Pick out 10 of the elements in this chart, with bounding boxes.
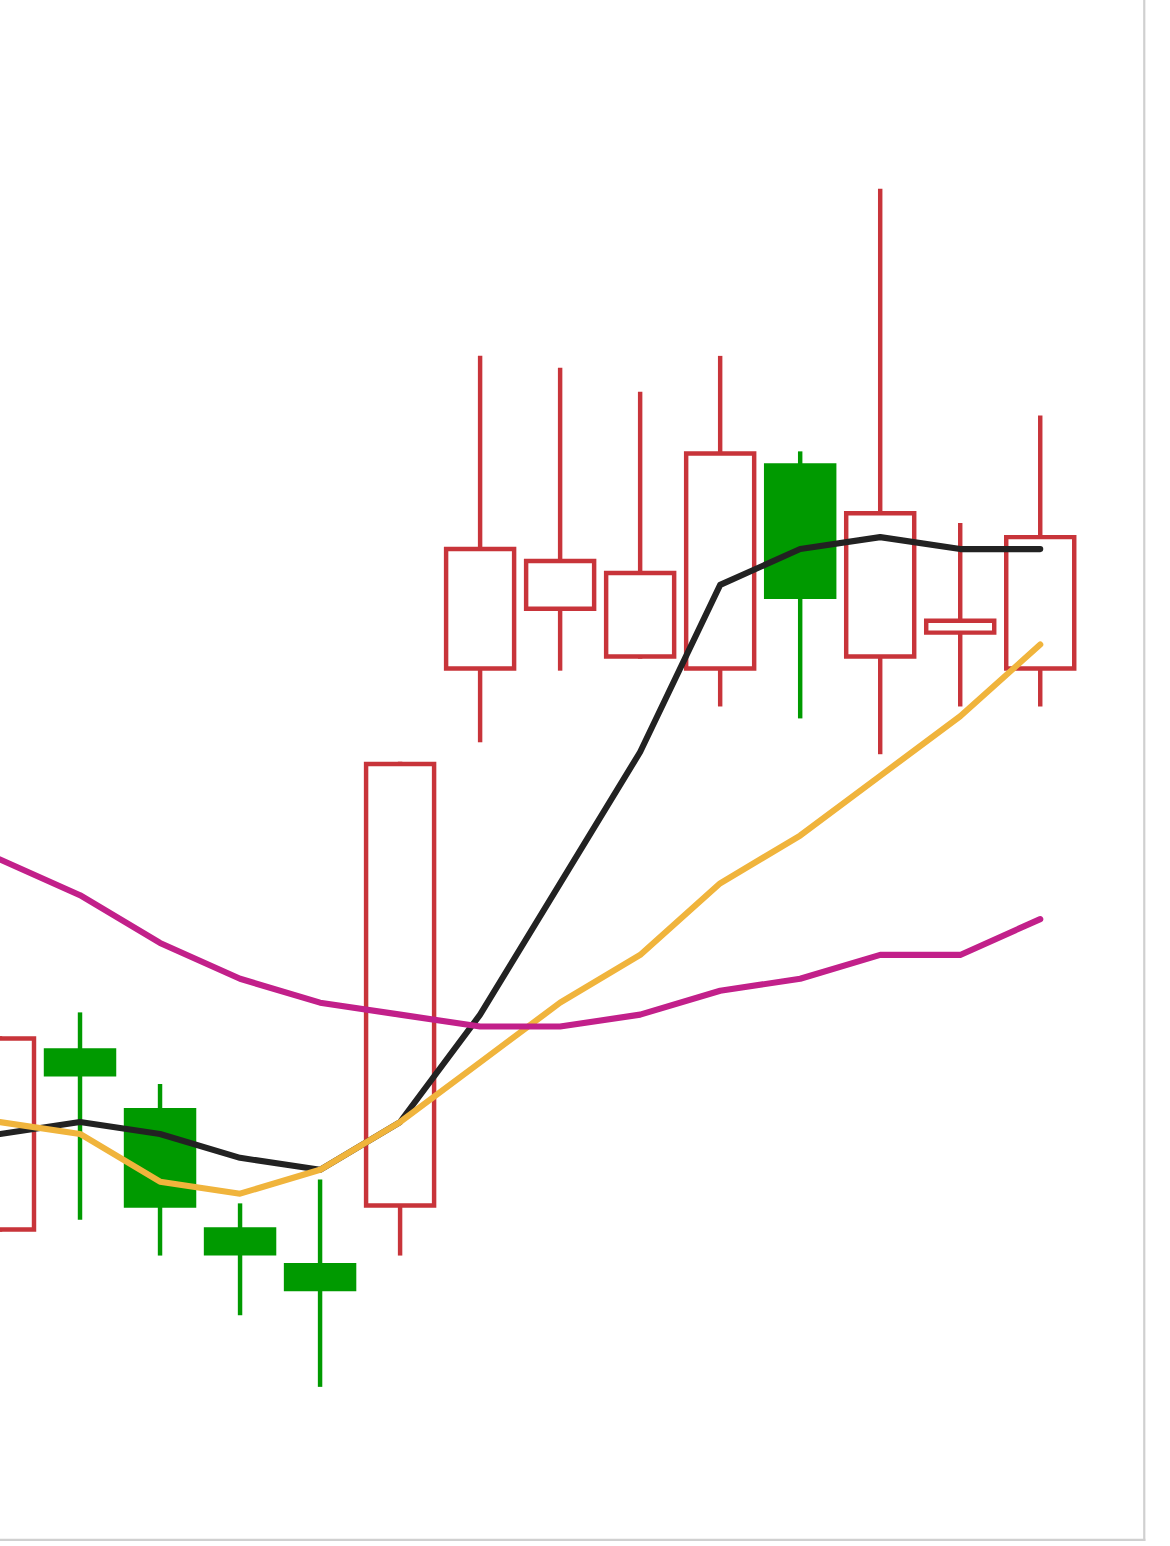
candlestick (443, 355, 517, 743)
candlestick (843, 188, 917, 755)
candlestick (523, 367, 597, 671)
candlestick (763, 451, 837, 719)
candlestick (283, 1179, 357, 1387)
candlestick (1004, 415, 1077, 707)
candlestick (203, 1203, 277, 1316)
candlestick (683, 355, 757, 707)
candlestick (43, 1012, 117, 1220)
candlestick (923, 522, 997, 707)
